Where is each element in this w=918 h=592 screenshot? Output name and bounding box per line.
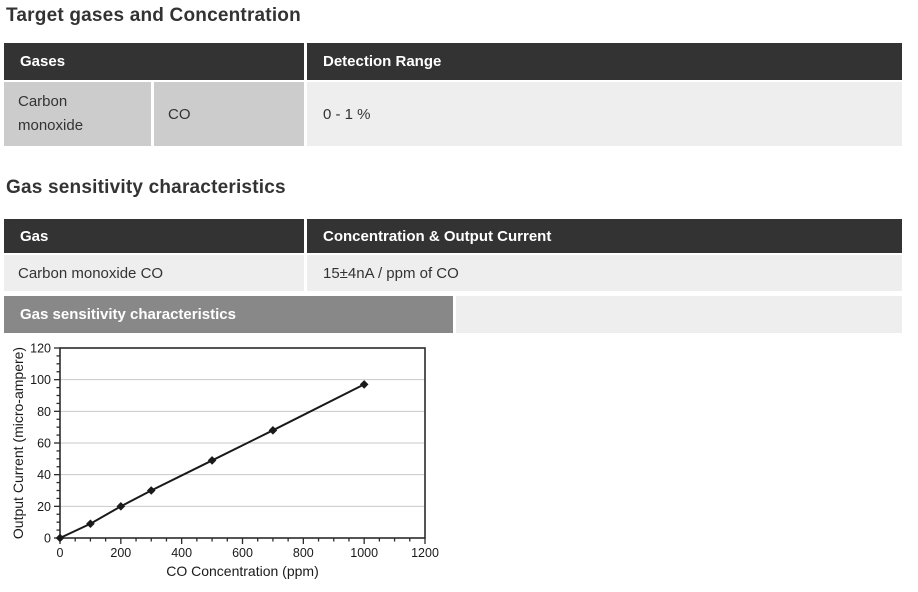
svg-text:120: 120 <box>30 342 51 356</box>
col-header-concentration-output: Concentration & Output Current <box>307 219 902 253</box>
svg-text:400: 400 <box>171 546 192 560</box>
svg-text:1200: 1200 <box>411 546 439 560</box>
chart-banner-spacer <box>456 296 902 333</box>
gas-sensitivity-chart: 0 20 40 60 80 100 120 0 200 400 600 800 1000 1200 CO C… <box>10 339 450 592</box>
target-gases-table: Gases Detection Range Carbon monoxide CO… <box>4 43 902 146</box>
gas-name-text: Carbon monoxide <box>18 93 84 134</box>
svg-text:600: 600 <box>232 546 253 560</box>
cell-gas-name: Carbon monoxide <box>4 82 151 146</box>
section-title-target-gases: Target gases and Concentration <box>6 5 301 26</box>
svg-text:80: 80 <box>37 405 51 419</box>
svg-text:0: 0 <box>57 546 64 560</box>
cell-gas-formula: CO <box>154 82 304 146</box>
svg-text:1000: 1000 <box>350 546 378 560</box>
table-row: Carbon monoxide CO 15±4nA / ppm of CO <box>4 255 902 291</box>
svg-text:800: 800 <box>293 546 314 560</box>
col-header-gases: Gases <box>4 43 304 80</box>
svg-text:20: 20 <box>37 500 51 514</box>
svg-text:100: 100 <box>30 373 51 387</box>
chart-banner-label: Gas sensitivity characteristics <box>4 296 453 333</box>
svg-text:CO Concentration (ppm): CO Concentration (ppm) <box>166 563 319 579</box>
chart-section-header: Gas sensitivity characteristics <box>4 296 902 333</box>
cell-detection-range: 0 - 1 % <box>307 82 902 146</box>
cell-gas: Carbon monoxide CO <box>4 255 304 291</box>
svg-text:60: 60 <box>37 437 51 451</box>
svg-text:200: 200 <box>110 546 131 560</box>
sensitivity-table: Gas Concentration & Output Current Carbo… <box>4 219 902 291</box>
svg-text:Output Current (micro-ampere): Output Current (micro-ampere) <box>10 347 26 539</box>
svg-text:0: 0 <box>44 532 51 546</box>
cell-output-current: 15±4nA / ppm of CO <box>307 255 902 291</box>
svg-text:40: 40 <box>37 468 51 482</box>
col-header-detection-range: Detection Range <box>307 43 902 80</box>
table-header-row: Gas Concentration & Output Current <box>4 219 902 253</box>
section-title-gas-sensitivity: Gas sensitivity characteristics <box>6 177 286 198</box>
col-header-gas: Gas <box>4 219 304 253</box>
table-row: Carbon monoxide CO 0 - 1 % <box>4 82 902 146</box>
table-header-row: Gases Detection Range <box>4 43 902 80</box>
